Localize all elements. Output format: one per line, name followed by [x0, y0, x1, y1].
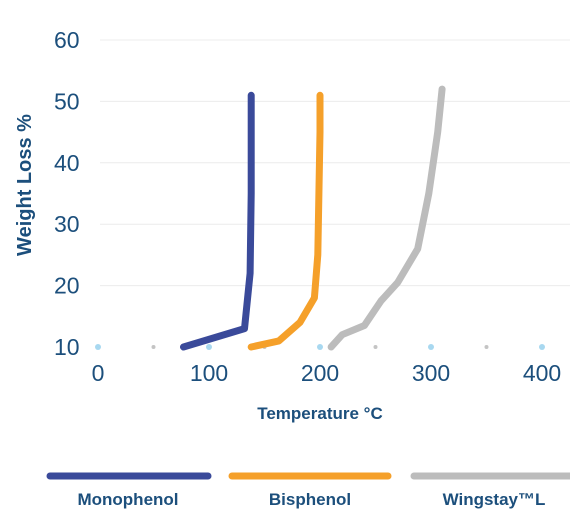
x-axis-dot [151, 345, 156, 349]
y-tick-label: 30 [54, 211, 80, 237]
x-axis-dot [206, 344, 212, 350]
x-axis-dot [539, 344, 545, 350]
x-axis-dot [428, 344, 434, 350]
x-axis-dot [373, 345, 378, 349]
y-tick-label: 20 [54, 273, 80, 299]
x-tick-label: 400 [523, 360, 561, 386]
y-tick-labels: 10 20 30 40 50 60 [54, 27, 80, 360]
y-tick-label: 50 [54, 88, 80, 114]
series-line-monophenol [180, 91, 255, 351]
series-line-bisphenol [247, 91, 324, 351]
x-tick-label: 200 [301, 360, 339, 386]
legend-label: Wingstay™L [443, 490, 546, 509]
x-tick-labels: 0 100 200 300 400 [92, 360, 562, 386]
x-axis-dot [317, 344, 323, 350]
grid-lines [100, 39, 570, 287]
x-axis-title: Temperature °C [257, 404, 383, 423]
x-axis-dots [95, 344, 545, 350]
legend-label: Bisphenol [269, 490, 351, 509]
x-axis-dot [95, 344, 101, 350]
y-tick-label: 40 [54, 150, 80, 176]
legend: Monophenol Bisphenol Wingstay™L [46, 472, 570, 509]
y-axis-title: Weight Loss % [14, 114, 36, 256]
x-tick-label: 100 [190, 360, 228, 386]
y-tick-label: 10 [54, 334, 80, 360]
series-line-wingstay-l [327, 85, 446, 351]
x-tick-label: 0 [92, 360, 105, 386]
x-axis-dot [484, 345, 489, 349]
x-tick-label: 300 [412, 360, 450, 386]
legend-label: Monophenol [77, 490, 178, 509]
series-lines [180, 85, 446, 351]
y-tick-label: 60 [54, 27, 80, 53]
